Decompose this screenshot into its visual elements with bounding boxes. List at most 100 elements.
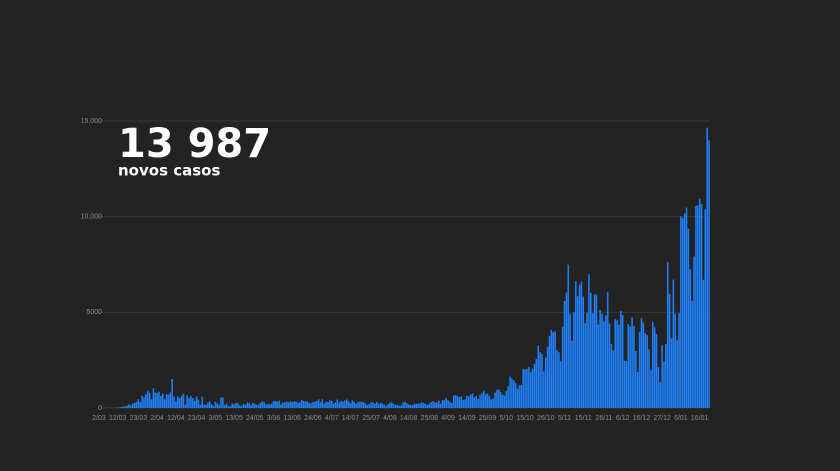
bar	[131, 403, 134, 408]
bar	[319, 402, 322, 408]
x-tick-label: 5/11	[558, 415, 571, 422]
bar	[182, 393, 185, 408]
bar	[145, 394, 147, 408]
bar	[267, 404, 269, 408]
bar	[531, 368, 534, 408]
bar	[439, 403, 442, 408]
bar	[591, 313, 594, 408]
bar	[661, 345, 663, 408]
bar	[317, 399, 320, 408]
bar	[574, 280, 577, 408]
bar	[244, 404, 247, 408]
bar	[263, 402, 265, 408]
bar	[265, 404, 267, 408]
x-tick-label: 4/09	[441, 415, 455, 422]
bar	[396, 404, 399, 408]
bar	[289, 401, 292, 408]
bar	[616, 320, 618, 408]
bar	[601, 313, 603, 408]
bar	[631, 317, 633, 408]
bar	[697, 205, 699, 408]
bar	[518, 385, 521, 408]
bar	[291, 402, 294, 408]
bar	[306, 401, 309, 408]
bar	[175, 401, 177, 408]
bar	[195, 396, 198, 408]
bar	[456, 396, 459, 408]
bar	[201, 396, 203, 408]
bar	[648, 349, 650, 408]
bar	[308, 403, 310, 408]
bar	[466, 395, 468, 408]
bar	[529, 372, 532, 408]
x-tick-label: 16/12	[633, 415, 651, 422]
bar	[353, 401, 356, 408]
bar	[409, 404, 412, 408]
bar	[706, 127, 708, 409]
bar	[576, 296, 579, 408]
bar	[302, 400, 305, 408]
x-tick-label: 12/03	[109, 415, 127, 422]
bar	[569, 313, 571, 408]
bar	[588, 274, 590, 408]
bar	[668, 293, 671, 408]
bar	[449, 401, 451, 408]
x-tick-label: 2/04	[150, 415, 164, 422]
bar	[475, 396, 478, 408]
bar	[238, 405, 241, 408]
bar	[359, 401, 361, 408]
bar	[627, 324, 630, 408]
y-tick-label: 15,000	[81, 118, 103, 125]
bar	[593, 294, 596, 408]
bar	[402, 402, 404, 408]
bar	[207, 402, 209, 408]
bar	[441, 400, 444, 408]
bar	[192, 398, 194, 408]
bar	[284, 402, 286, 408]
x-tick-label: 23/04	[188, 415, 206, 422]
bar	[558, 352, 560, 408]
bar	[300, 399, 303, 408]
bar	[268, 404, 271, 408]
bar	[646, 335, 648, 408]
bar	[210, 404, 213, 408]
bar	[345, 399, 348, 408]
bar	[411, 405, 414, 408]
bar	[657, 367, 660, 408]
bar	[391, 402, 393, 408]
bar	[605, 315, 607, 408]
bar	[556, 350, 558, 408]
bar	[139, 402, 142, 408]
bar	[295, 401, 297, 408]
bar	[135, 401, 138, 408]
bar	[599, 310, 601, 408]
bar	[499, 392, 502, 408]
bar	[276, 401, 279, 408]
bar	[644, 333, 647, 408]
bar	[372, 402, 374, 408]
bar	[392, 403, 395, 408]
bar	[663, 361, 665, 408]
bar	[315, 400, 318, 408]
bar	[141, 395, 143, 408]
bar	[404, 401, 406, 408]
x-tick-label: 26/11	[595, 415, 612, 422]
bar	[636, 371, 639, 408]
bar	[176, 396, 179, 408]
bar	[571, 340, 573, 408]
bar	[299, 402, 301, 408]
bar	[178, 398, 181, 408]
bar	[377, 404, 380, 408]
bar	[638, 332, 641, 408]
bar	[464, 399, 466, 408]
y-tick-label: 10,000	[81, 214, 103, 221]
bar	[505, 391, 508, 408]
x-tick-label: 25/09	[479, 415, 497, 422]
bar	[691, 300, 693, 408]
bar	[520, 385, 523, 408]
bar	[229, 406, 232, 408]
bar	[398, 405, 401, 408]
bar	[539, 352, 541, 408]
bar	[389, 402, 391, 408]
bar	[259, 402, 262, 408]
